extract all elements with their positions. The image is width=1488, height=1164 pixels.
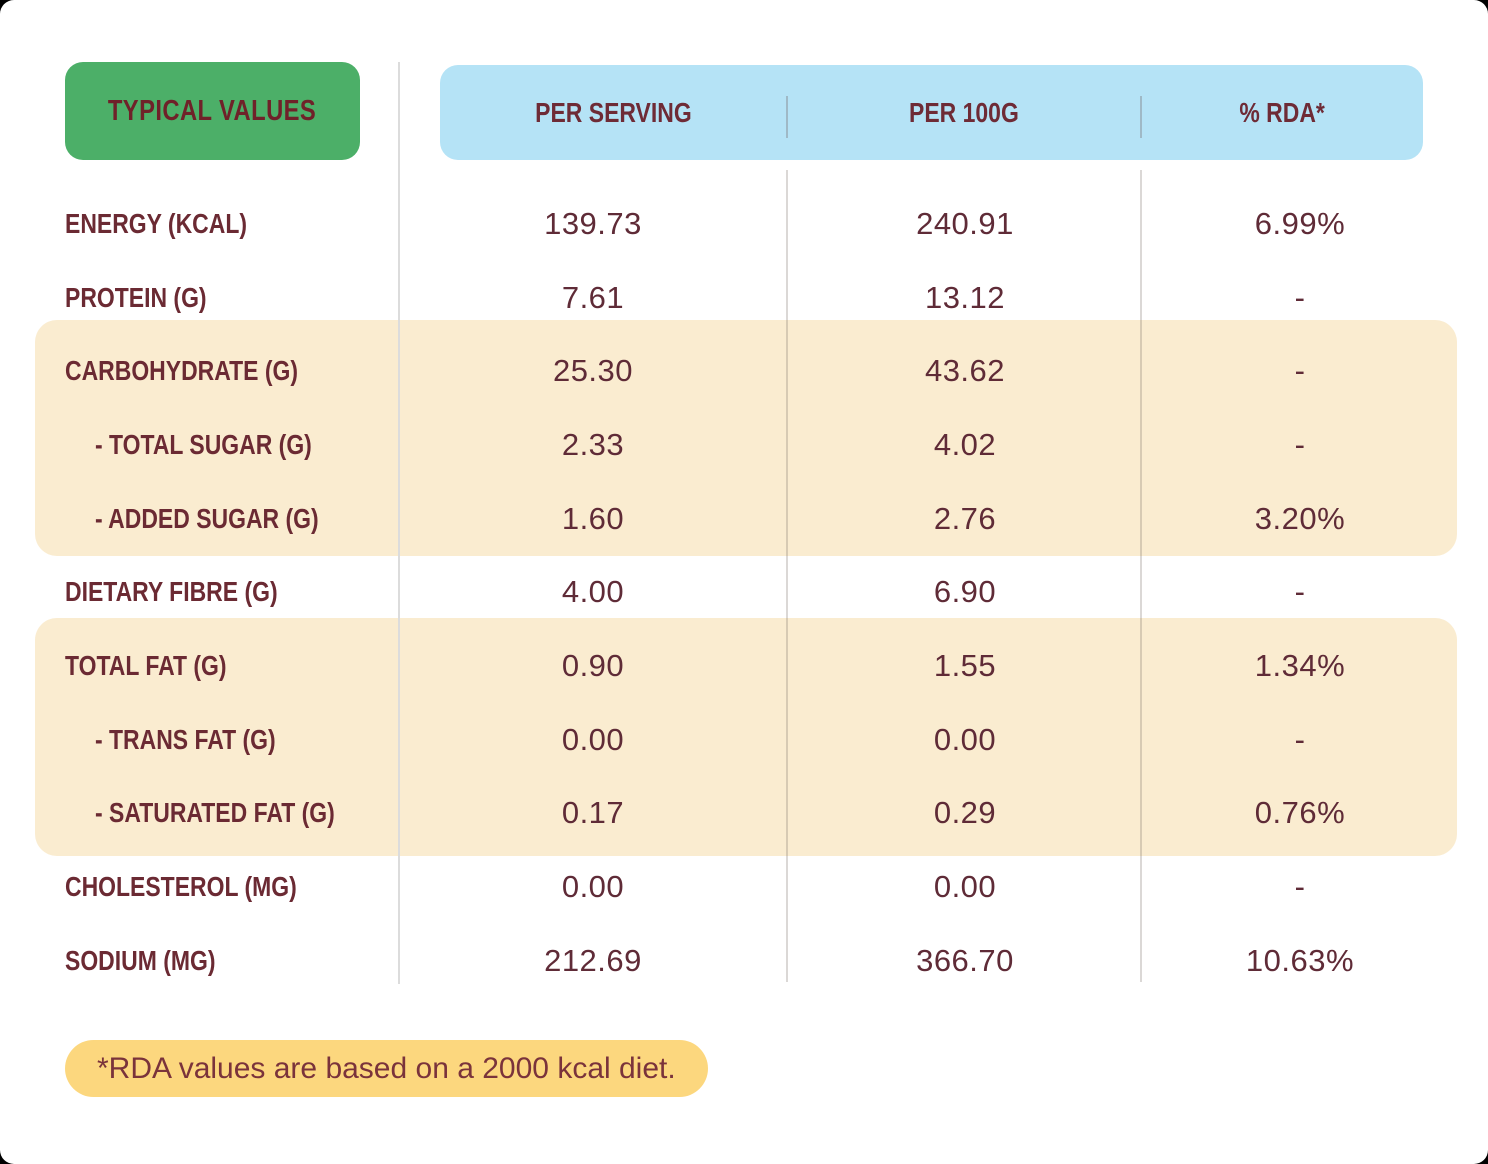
nutrition-table-rows: ENERGY (KCAL) 139.73 240.91 6.99% PROTEI…: [35, 187, 1457, 998]
row-label-text: - TOTAL SUGAR (G): [95, 428, 312, 460]
table-row-8: - SATURATED FAT (G) 0.17 0.29 0.76%: [35, 777, 1457, 851]
per-100g-value: 366.70: [916, 942, 1014, 978]
row-label-text: CARBOHYDRATE (G): [65, 355, 298, 387]
row-label: - SATURATED FAT (G): [35, 797, 399, 829]
table-row-9: CHOLESTEROL (MG) 0.00 0.00 -: [35, 850, 1457, 924]
rda-value: 0.76%: [1254, 795, 1346, 831]
rda-value: -: [1294, 279, 1306, 315]
row-label: - TRANS FAT (G): [35, 724, 399, 756]
divider-100g-rda: [1140, 170, 1142, 982]
per-serving-value: 0.00: [561, 869, 625, 905]
row-label: CHOLESTEROL (MG): [35, 871, 399, 903]
per-serving-value: 0.17: [561, 795, 625, 831]
row-label-text: TOTAL FAT (G): [65, 649, 227, 681]
divider-serving-100g: [786, 170, 788, 982]
per-serving-value: 0.00: [561, 721, 625, 757]
rda-value: -: [1294, 721, 1306, 757]
per-100g-value: 4.02: [933, 426, 997, 462]
per-100g-value: 0.00: [933, 721, 997, 757]
rda-value: 6.99%: [1254, 205, 1346, 241]
per-100g-value: 240.91: [916, 205, 1014, 241]
per-100g-value: 6.90: [933, 574, 997, 610]
row-label-text: SODIUM (MG): [65, 944, 216, 976]
row-label-text: PROTEIN (G): [65, 281, 207, 313]
rda-footnote-text: *RDA values are based on a 2000 kcal die…: [97, 1051, 676, 1085]
per-serving-value: 212.69: [544, 942, 642, 978]
carbohydrate-highlight-block: [35, 320, 1457, 556]
row-label-text: DIETARY FIBRE (G): [65, 576, 278, 608]
table-row-3: - TOTAL SUGAR (G) 2.33 4.02 -: [35, 408, 1457, 482]
per-100g-value: 1.55: [933, 647, 997, 683]
table-row-4: - ADDED SUGAR (G) 1.60 2.76 3.20%: [35, 482, 1457, 556]
table-row-10: SODIUM (MG) 212.69 366.70 10.63%: [35, 924, 1457, 998]
table-row-7: - TRANS FAT (G) 0.00 0.00 -: [35, 703, 1457, 777]
row-label: DIETARY FIBRE (G): [35, 576, 399, 608]
row-label: SODIUM (MG): [35, 945, 399, 977]
fat-highlight-block: [35, 618, 1457, 856]
per-100g-value: 2.76: [933, 500, 997, 536]
per-serving-value: 25.30: [552, 353, 634, 389]
typical-values-label: TYPICAL VALUES: [108, 94, 317, 127]
header-divider-serving-100g: [786, 96, 788, 138]
column-header-per-100g: PER 100G: [909, 96, 1019, 128]
per-serving-value: 7.61: [561, 279, 625, 315]
per-100g-value: 0.29: [933, 795, 997, 831]
table-row-2: CARBOHYDRATE (G) 25.30 43.62 -: [35, 334, 1457, 408]
column-header-bar: PER SERVING PER 100G % RDA*: [440, 65, 1423, 160]
per-serving-value: 139.73: [544, 205, 642, 241]
row-label: TOTAL FAT (G): [35, 650, 399, 682]
row-label-text: - ADDED SUGAR (G): [95, 502, 319, 534]
rda-value: 10.63%: [1245, 942, 1355, 978]
row-label: - TOTAL SUGAR (G): [35, 429, 399, 461]
typical-values-badge: TYPICAL VALUES: [65, 62, 360, 160]
column-header-per-serving: PER SERVING: [534, 96, 692, 128]
divider-labels-serving: [398, 62, 400, 984]
rda-footnote-pill: *RDA values are based on a 2000 kcal die…: [65, 1040, 708, 1097]
per-100g-value: 0.00: [933, 869, 997, 905]
per-serving-value: 0.90: [561, 647, 625, 683]
row-label: - ADDED SUGAR (G): [35, 503, 399, 535]
table-row-1: PROTEIN (G) 7.61 13.12 -: [35, 261, 1457, 335]
per-serving-value: 4.00: [561, 574, 625, 610]
rda-value: -: [1294, 426, 1306, 462]
rda-value: -: [1294, 574, 1306, 610]
row-label: ENERGY (KCAL): [35, 208, 399, 240]
header-divider-100g-rda: [1140, 96, 1142, 138]
per-serving-value: 2.33: [561, 426, 625, 462]
table-row-6: TOTAL FAT (G) 0.90 1.55 1.34%: [35, 629, 1457, 703]
table-row-0: ENERGY (KCAL) 139.73 240.91 6.99%: [35, 187, 1457, 261]
row-label-text: CHOLESTEROL (MG): [65, 871, 297, 903]
table-row-5: DIETARY FIBRE (G) 4.00 6.90 -: [35, 555, 1457, 629]
rda-value: -: [1294, 869, 1306, 905]
row-label-text: ENERGY (KCAL): [65, 207, 247, 239]
per-serving-value: 1.60: [561, 500, 625, 536]
row-label-text: - SATURATED FAT (G): [95, 797, 335, 829]
rda-value: 3.20%: [1254, 500, 1346, 536]
row-label-text: - TRANS FAT (G): [95, 723, 276, 755]
rda-value: 1.34%: [1254, 647, 1346, 683]
row-label: CARBOHYDRATE (G): [35, 355, 399, 387]
per-100g-value: 13.12: [924, 279, 1006, 315]
row-label: PROTEIN (G): [35, 282, 399, 314]
rda-value: -: [1294, 353, 1306, 389]
column-header-rda: % RDA*: [1239, 96, 1326, 128]
per-100g-value: 43.62: [924, 353, 1006, 389]
